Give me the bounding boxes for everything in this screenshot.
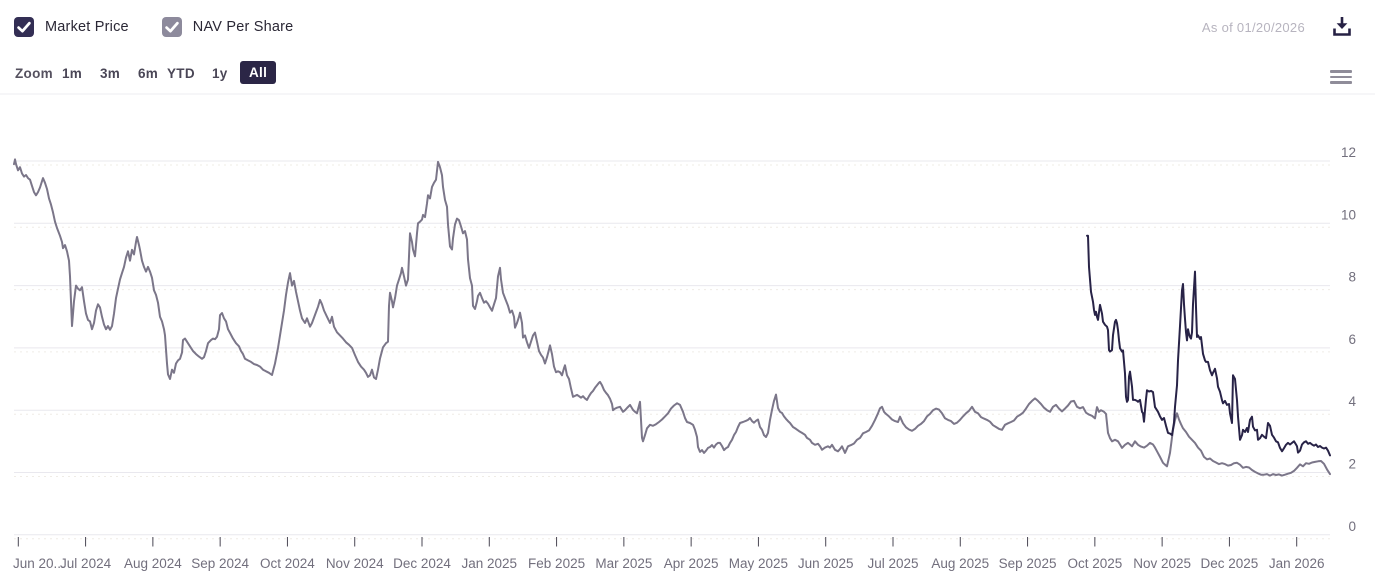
y-axis-label: 2 (1348, 457, 1356, 472)
x-axis-label: Jan 2026 (1269, 556, 1325, 571)
legend-label: NAV Per Share (192, 19, 294, 35)
legend: Market Price NAV Per Share (14, 17, 293, 37)
y-axis-label: 8 (1348, 270, 1356, 285)
x-axis-label: Sep 2024 (191, 556, 249, 571)
as-of-date: As of 01/20/2026 (1201, 20, 1305, 35)
range-button-3m[interactable]: 3m (100, 66, 121, 81)
x-axis-label: Mar 2025 (595, 556, 652, 571)
range-button-1m[interactable]: 1m (62, 66, 83, 81)
download-icon[interactable] (1328, 13, 1356, 41)
range-button-6m[interactable]: 6m (138, 66, 159, 81)
x-axis-label: Aug 2024 (124, 556, 182, 571)
checkmark-icon (17, 21, 31, 33)
y-axis-label: 0 (1348, 519, 1356, 534)
x-axis-label: Jul 2024 (60, 556, 112, 571)
y-axis-label: 12 (1341, 145, 1356, 160)
x-axis-label: May 2025 (729, 556, 788, 571)
range-button-1y[interactable]: 1y (212, 66, 228, 81)
legend-checkbox-market-price[interactable]: Market Price (14, 17, 129, 37)
range-button-ytd[interactable]: YTD (167, 66, 195, 81)
x-axis-label: Jun 2025 (798, 556, 854, 571)
x-axis-label: Apr 2025 (664, 556, 719, 571)
x-axis-label: Feb 2025 (528, 556, 585, 571)
x-axis-label: Oct 2024 (260, 556, 315, 571)
y-axis-label: 4 (1348, 394, 1356, 409)
x-axis-label: Jul 2025 (867, 556, 918, 571)
zoom-label: Zoom (15, 66, 53, 81)
checkbox-icon[interactable] (161, 17, 182, 37)
series-line-market-price (1086, 234, 1331, 457)
y-axis-label: 6 (1348, 332, 1356, 347)
x-axis-label: Sep 2025 (999, 556, 1057, 571)
checkmark-icon (165, 21, 179, 33)
x-axis-label: Dec 2025 (1201, 556, 1259, 571)
range-button-all[interactable]: All (240, 61, 277, 84)
x-axis-label: Jan 2025 (462, 556, 518, 571)
series-line-nav-per-share (13, 158, 1331, 477)
x-axis-label: Jun 20... (13, 556, 65, 571)
legend-label: Market Price (45, 19, 129, 35)
x-axis-label: Nov 2025 (1133, 556, 1191, 571)
x-axis-label: Dec 2024 (393, 556, 451, 571)
x-axis-label: Nov 2024 (326, 556, 384, 571)
x-axis-label: Aug 2025 (931, 556, 989, 571)
checkbox-icon[interactable] (14, 17, 34, 37)
legend-checkbox-nav-per-share[interactable]: NAV Per Share (161, 17, 294, 37)
download-icon-glyph (1333, 17, 1351, 36)
x-axis-label: Oct 2025 (1067, 556, 1122, 571)
hamburger-menu-icon[interactable] (1330, 68, 1352, 86)
y-axis-label: 10 (1341, 207, 1356, 222)
